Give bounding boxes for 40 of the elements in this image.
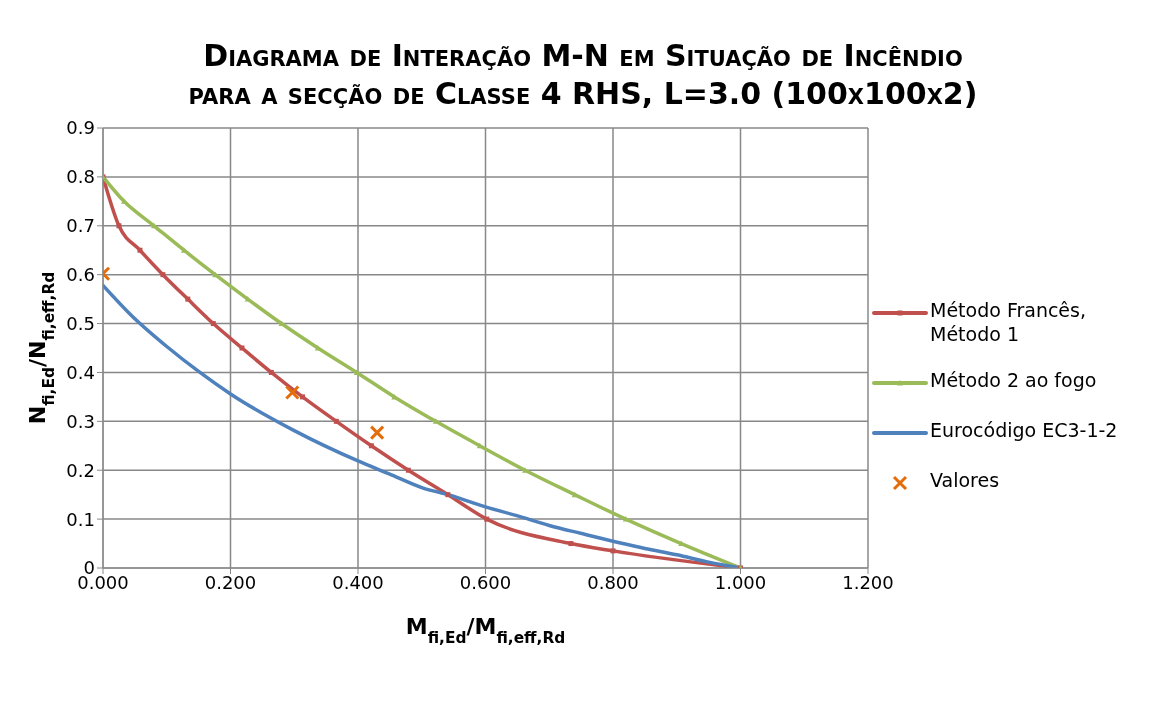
y-tick-label: 0.4 <box>66 361 95 383</box>
point <box>268 369 274 375</box>
y-tick-label: 0.9 <box>66 117 95 139</box>
point <box>622 516 629 522</box>
y-tick-label: 0.5 <box>66 312 95 334</box>
chart-title: Diagrama de Interação M-N em Situação de Incêndio para a secção de Classe 4 RHS, L=3.0 (100x100x2) <box>188 38 978 111</box>
x-tick-label: 1.000 <box>714 571 767 593</box>
point <box>568 541 574 547</box>
legend-label: Valores <box>930 468 1000 492</box>
point <box>610 548 616 554</box>
y-tick-label: 0.8 <box>66 166 95 188</box>
x-tick-label: 0.400 <box>332 571 384 593</box>
point <box>210 321 216 327</box>
x-tick-label: 0.600 <box>459 571 512 593</box>
point <box>369 425 385 441</box>
point <box>244 296 251 302</box>
point <box>368 443 374 449</box>
x-tick-label: 1.200 <box>842 571 894 593</box>
legend-label: Método Francês, Método 1 <box>930 298 1087 346</box>
point <box>185 296 191 302</box>
point <box>484 516 490 522</box>
x-axis-title: M$_{fi,Ed}$/M$_{fi,eff,Rd}$ <box>405 614 566 647</box>
point <box>239 345 245 351</box>
point <box>284 384 300 400</box>
y-tick-label: 0.7 <box>66 215 95 237</box>
point <box>333 418 339 424</box>
y-tick-label: 0.6 <box>66 264 95 286</box>
y-tick-label: 0.3 <box>66 410 95 432</box>
point <box>300 394 306 400</box>
y-tick-label: 0.1 <box>66 508 95 530</box>
legend-label: Eurocódigo EC3-1-2 <box>930 418 1118 442</box>
point <box>445 492 451 498</box>
point <box>160 272 166 278</box>
y-tick-label: 0.2 <box>66 459 95 481</box>
point <box>405 467 411 473</box>
x-tick-label: 0.200 <box>204 571 257 593</box>
legend-label: Método 2 ao fogo <box>930 368 1097 392</box>
point <box>137 247 143 253</box>
x-tick-label: 0.800 <box>587 571 639 593</box>
point <box>116 223 122 229</box>
